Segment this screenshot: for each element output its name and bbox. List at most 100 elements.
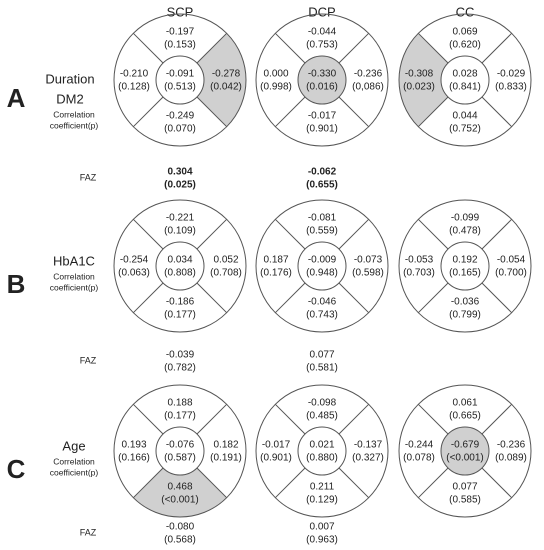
faz-p-value: (0.568) — [164, 535, 196, 546]
faz-correlation: -0.080 — [166, 522, 195, 533]
sector-divider — [481, 282, 513, 314]
sector-divider — [481, 96, 513, 128]
correlation-value: 0.468 — [167, 482, 192, 493]
correlation-value: 0.188 — [167, 398, 192, 409]
row-letter: A — [7, 83, 26, 113]
correlation-value: 0.069 — [452, 27, 477, 38]
correlation-value: 0.021 — [309, 440, 334, 451]
faz-correlation: -0.039 — [166, 350, 195, 361]
sector-divider — [274, 96, 306, 128]
outer-ring — [113, 199, 247, 333]
correlation-value: -0.017 — [262, 440, 291, 451]
p-value: (0.665) — [449, 411, 481, 422]
p-value: (0.841) — [449, 82, 481, 93]
p-value: (0.109) — [164, 226, 196, 237]
p-value: (0.191) — [210, 453, 242, 464]
sector-divider — [417, 467, 449, 499]
sector-divider — [274, 467, 306, 499]
p-value: (0.327) — [352, 453, 384, 464]
row-label: Duration — [45, 71, 94, 86]
inner-ring — [155, 241, 205, 291]
highlighted-sector — [399, 33, 449, 127]
sector-divider — [132, 403, 164, 435]
sector-divider — [132, 32, 164, 64]
etdrs-circle: -0.098 (0.485) 0.211 (0.129) -0.017 (0.901) -0… — [255, 384, 389, 518]
faz-label: FAZ — [80, 527, 97, 537]
correlation-value: -0.221 — [166, 213, 195, 224]
etdrs-circle: 0.061 (0.665) 0.077 (0.585) -0.244 (0.078) -0.… — [398, 384, 532, 518]
faz-p-value: (0.655) — [306, 180, 338, 191]
correlation-value: -0.099 — [451, 213, 480, 224]
row-note: Correlation — [53, 271, 95, 281]
etdrs-circle: -0.197 (0.153) -0.249 (0.070) -0.210 (0.128) -… — [113, 13, 247, 147]
correlation-value: -0.254 — [120, 255, 149, 266]
sector-divider — [338, 403, 370, 435]
etdrs-circle: 0.188 (0.177) 0.468 (<0.001) 0.193 (0.166) 0.1… — [113, 384, 247, 518]
p-value: (0.016) — [306, 82, 338, 93]
p-value: (0.128) — [118, 82, 150, 93]
column-header: DCP — [308, 4, 335, 19]
sector-divider — [417, 218, 449, 250]
p-value: (0.177) — [164, 411, 196, 422]
p-value: (0.700) — [495, 268, 527, 279]
correlation-value: -0.036 — [451, 297, 480, 308]
p-value: (0.165) — [449, 268, 481, 279]
etdrs-circle: -0.099 (0.478) -0.036 (0.799) -0.053 (0.703) -… — [398, 199, 532, 333]
faz-label: FAZ — [80, 355, 97, 365]
p-value: (0.808) — [164, 268, 196, 279]
faz-correlation: -0.062 — [308, 167, 337, 178]
row-letter: C — [7, 454, 26, 484]
correlation-value: -0.330 — [308, 69, 337, 80]
sector-divider — [338, 96, 370, 128]
outer-ring — [113, 384, 247, 518]
p-value: (0.177) — [164, 310, 196, 321]
row-label: Age — [62, 438, 85, 453]
sector-divider — [196, 218, 228, 250]
correlation-value: -0.197 — [166, 27, 195, 38]
p-value: (0.176) — [260, 268, 292, 279]
etdrs-circle: -0.044 (0.753) -0.017 (0.901) 0.000 (0.998) -0… — [255, 13, 389, 147]
correlation-value: 0.044 — [452, 111, 477, 122]
outer-ring — [398, 13, 532, 147]
row-label: HbA1C — [53, 253, 95, 268]
correlation-value: 0.187 — [263, 255, 288, 266]
sector-divider — [338, 32, 370, 64]
sector-divider — [338, 467, 370, 499]
etdrs-circle: -0.081 (0.559) -0.046 (0.743) 0.187 (0.176) -0… — [255, 199, 389, 333]
p-value: (0.513) — [164, 82, 196, 93]
sector-divider — [417, 32, 449, 64]
inner-ring — [297, 55, 347, 105]
highlighted-sector — [133, 467, 227, 517]
correlation-value: 0.192 — [452, 255, 477, 266]
sector-divider — [196, 32, 228, 64]
p-value: (0.799) — [449, 310, 481, 321]
correlation-value: -0.308 — [405, 69, 434, 80]
correlation-value: -0.029 — [497, 69, 526, 80]
row-note: Correlation — [53, 456, 95, 466]
sector-divider — [196, 467, 228, 499]
p-value: (0.901) — [306, 124, 338, 135]
p-value: (<0.001) — [161, 495, 199, 506]
inner-ring — [440, 55, 490, 105]
correlation-value: -0.053 — [405, 255, 434, 266]
p-value: (0.752) — [449, 124, 481, 135]
outer-ring — [255, 13, 389, 147]
row-note: coefficient(p) — [50, 120, 99, 130]
correlation-value: -0.091 — [166, 69, 195, 80]
faz-correlation: 0.304 — [167, 167, 192, 178]
sector-divider — [481, 218, 513, 250]
p-value: (0.070) — [164, 124, 196, 135]
p-value: (0.901) — [260, 453, 292, 464]
sector-divider — [132, 467, 164, 499]
row-label: DM2 — [56, 91, 83, 106]
sector-divider — [274, 32, 306, 64]
outer-ring — [398, 384, 532, 518]
sector-divider — [132, 96, 164, 128]
faz-label: FAZ — [80, 172, 97, 182]
sector-divider — [417, 282, 449, 314]
correlation-value: -0.009 — [308, 255, 337, 266]
column-header: SCP — [167, 4, 194, 19]
correlation-value: 0.182 — [213, 440, 238, 451]
p-value: (0.042) — [210, 82, 242, 93]
